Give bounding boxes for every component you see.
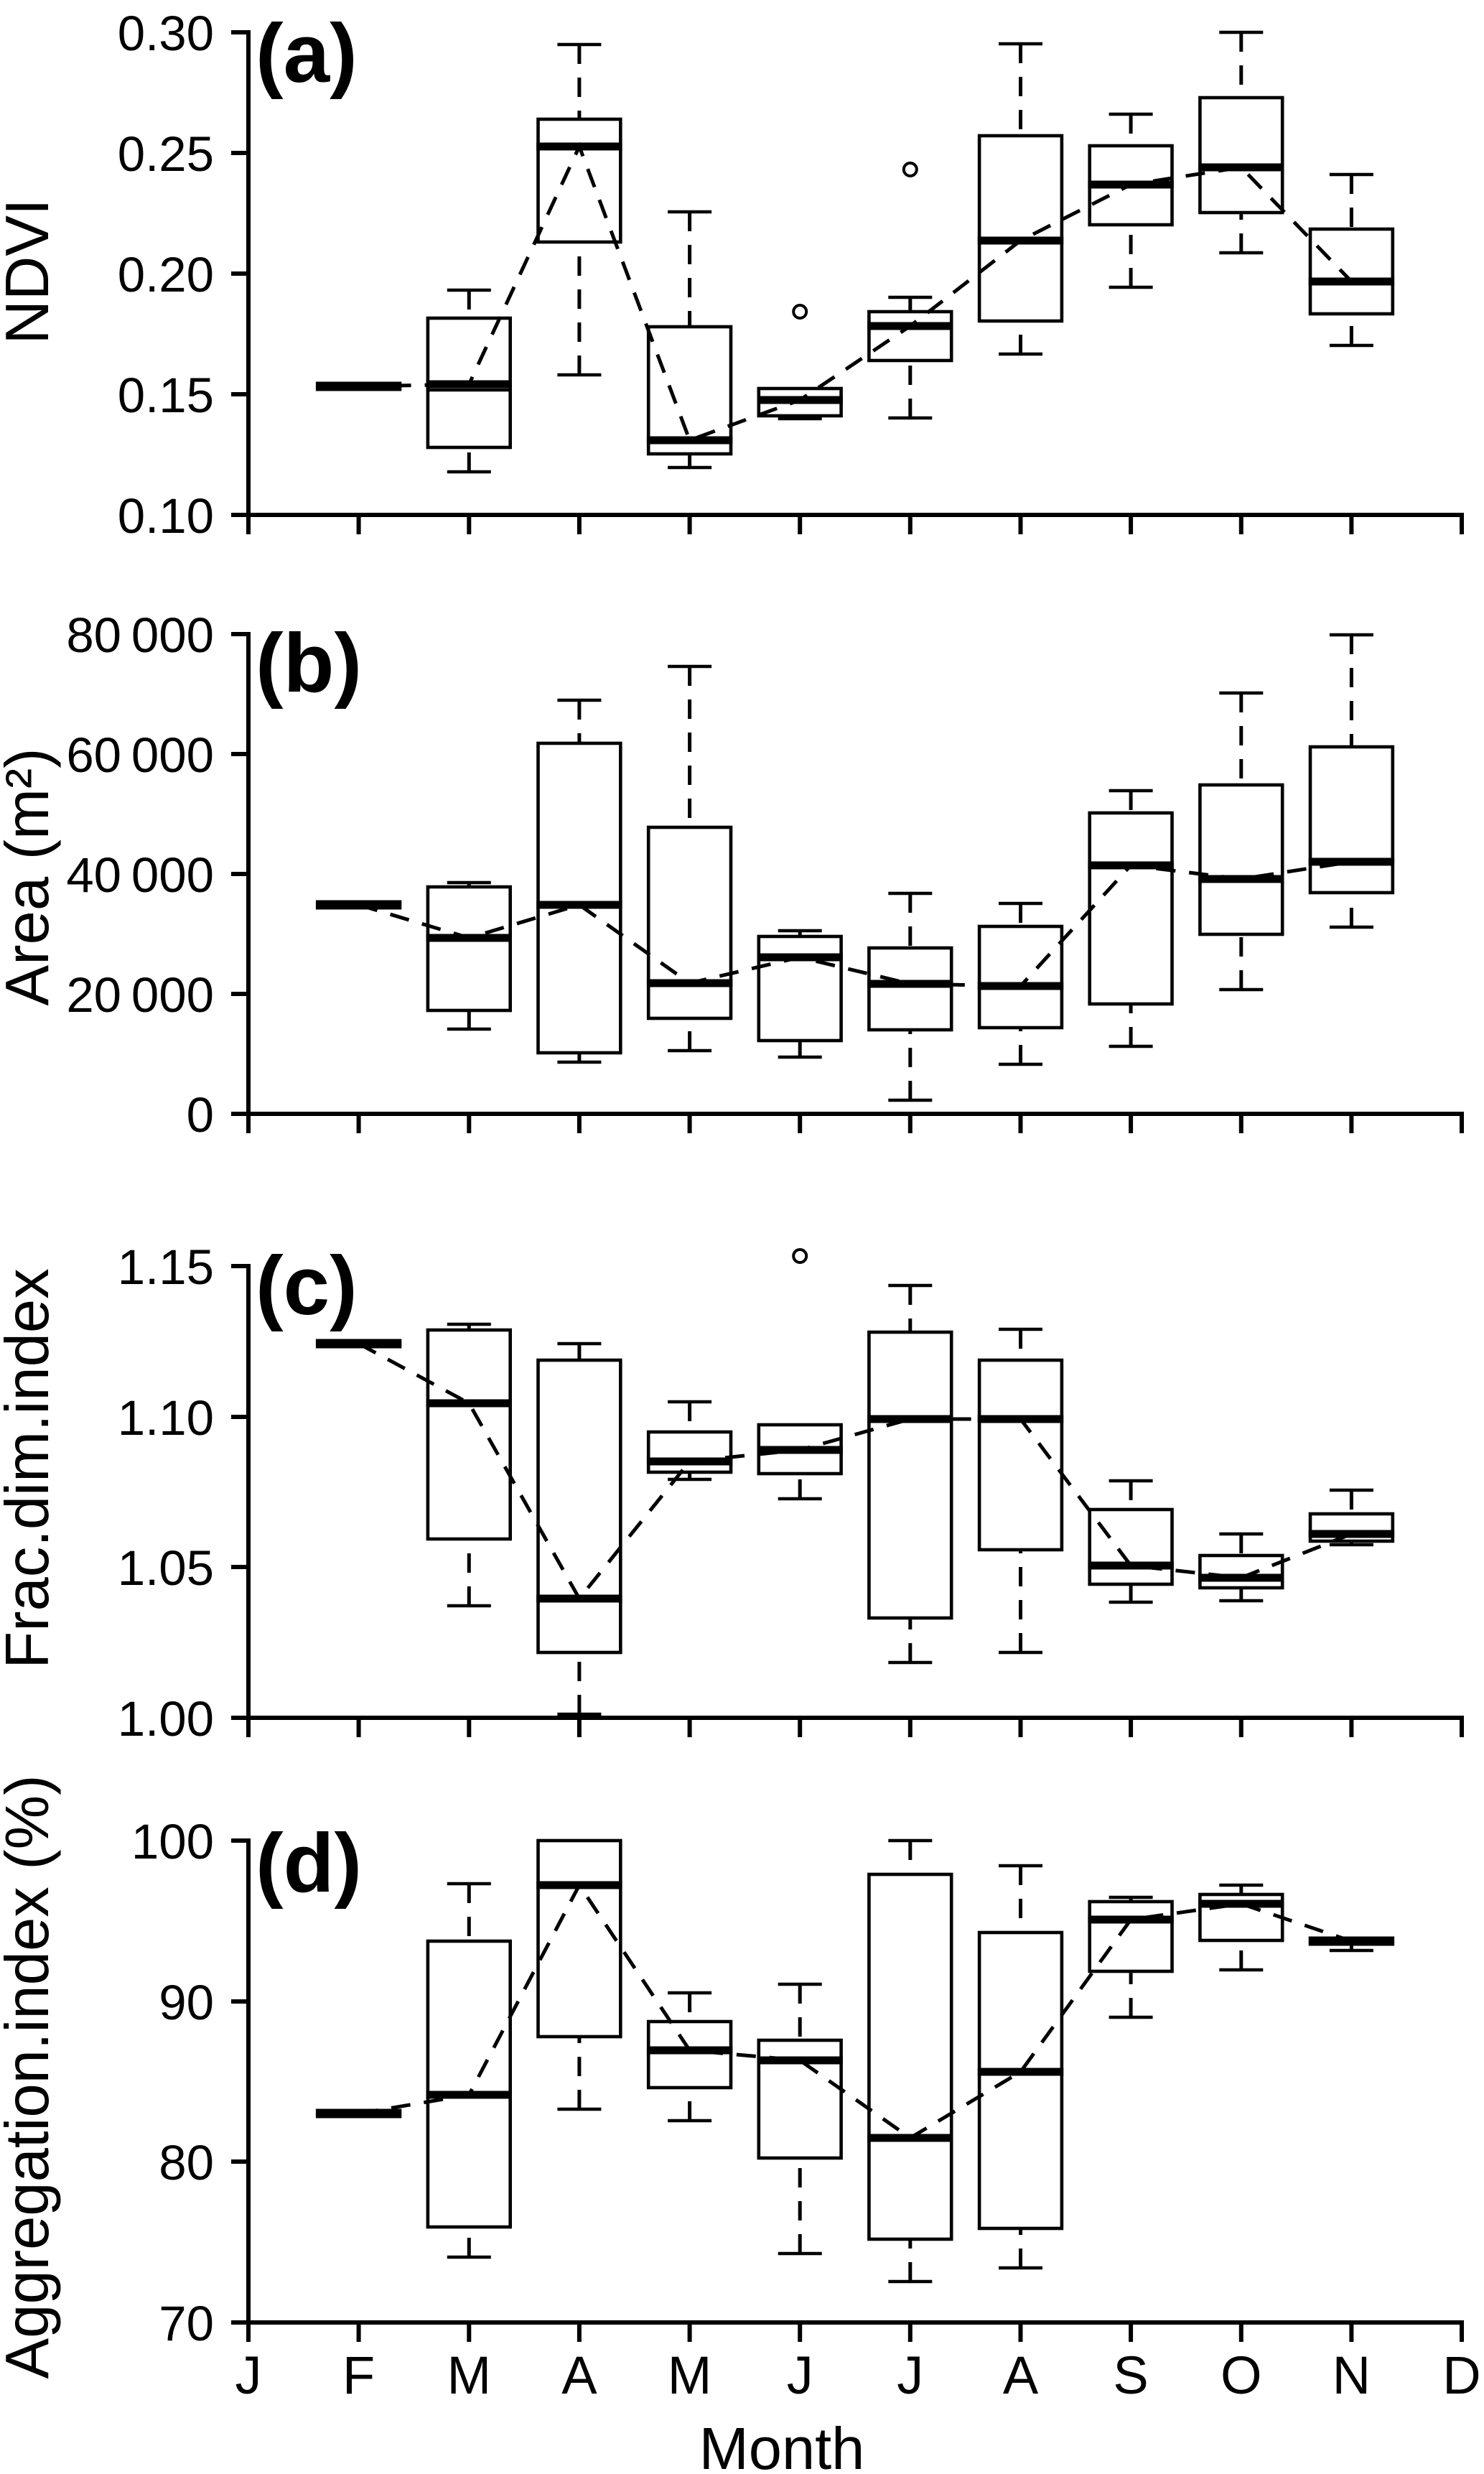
svg-text:O: O xyxy=(1221,2345,1262,2405)
svg-text:Aggregation.index (%): Aggregation.index (%) xyxy=(0,1775,62,2378)
svg-text:(a): (a) xyxy=(256,6,358,100)
svg-text:1.10: 1.10 xyxy=(118,1390,214,1446)
svg-text:0.20: 0.20 xyxy=(118,247,214,302)
svg-text:(d): (d) xyxy=(256,1816,362,1910)
svg-text:J: J xyxy=(787,2345,813,2405)
svg-text:1.15: 1.15 xyxy=(118,1240,214,1295)
svg-text:Month: Month xyxy=(699,2415,865,2474)
svg-text:F: F xyxy=(342,2345,375,2405)
svg-text:J: J xyxy=(235,2345,262,2405)
svg-text:Frac.dim.index: Frac.dim.index xyxy=(0,1268,62,1668)
svg-text:0: 0 xyxy=(187,1087,214,1143)
svg-text:Area (m²): Area (m²) xyxy=(0,748,62,1006)
svg-text:J: J xyxy=(897,2345,923,2405)
svg-text:1.00: 1.00 xyxy=(118,1691,214,1747)
svg-text:60 000: 60 000 xyxy=(66,727,214,783)
svg-text:20 000: 20 000 xyxy=(66,967,214,1023)
svg-text:M: M xyxy=(668,2345,712,2405)
svg-text:S: S xyxy=(1113,2345,1148,2405)
svg-text:90: 90 xyxy=(159,1975,214,2030)
svg-text:N: N xyxy=(1333,2345,1371,2405)
svg-text:0.15: 0.15 xyxy=(118,368,214,423)
svg-text:M: M xyxy=(447,2345,491,2405)
svg-text:A: A xyxy=(1003,2345,1039,2405)
svg-text:40 000: 40 000 xyxy=(66,847,214,903)
svg-text:80: 80 xyxy=(159,2135,214,2190)
svg-text:0.10: 0.10 xyxy=(118,488,214,544)
svg-text:A: A xyxy=(561,2345,597,2405)
svg-text:1.05: 1.05 xyxy=(118,1540,214,1596)
svg-text:100: 100 xyxy=(131,1814,214,1869)
svg-text:(b): (b) xyxy=(256,616,362,710)
svg-text:D: D xyxy=(1442,2345,1480,2405)
svg-text:NDVI: NDVI xyxy=(0,198,62,344)
svg-text:(c): (c) xyxy=(256,1239,358,1332)
svg-text:80 000: 80 000 xyxy=(66,608,214,663)
svg-text:0.30: 0.30 xyxy=(118,6,214,61)
svg-text:0.25: 0.25 xyxy=(118,126,214,182)
svg-text:70: 70 xyxy=(159,2296,214,2351)
